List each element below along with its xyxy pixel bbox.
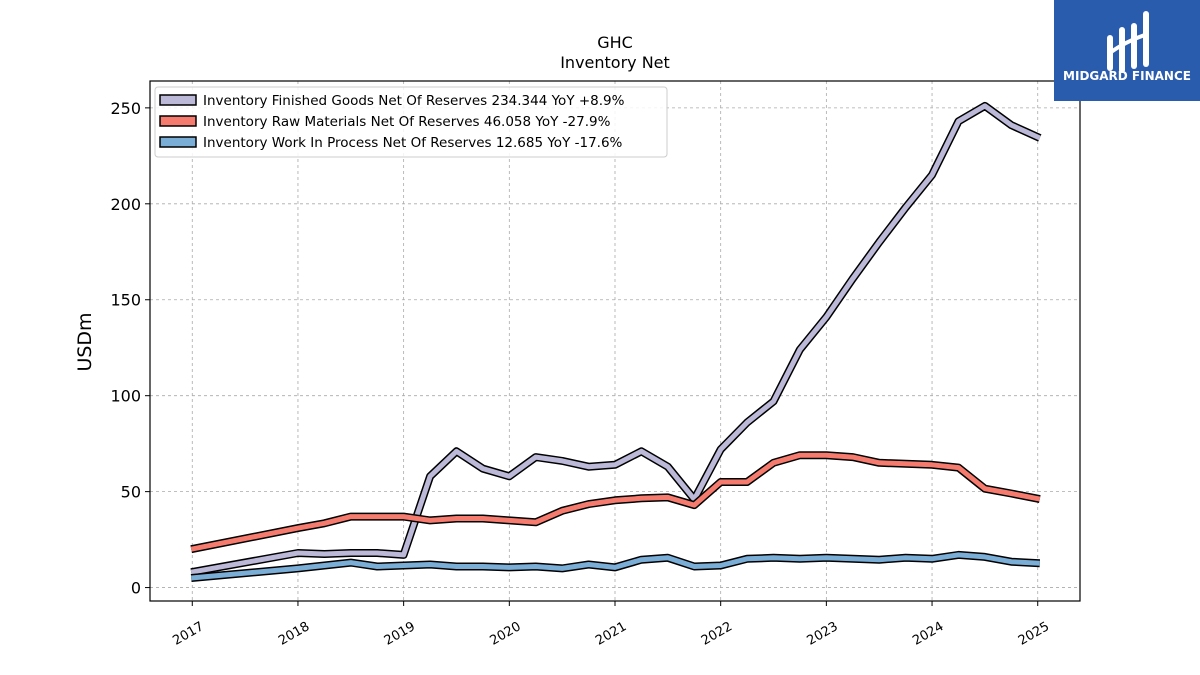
legend-box: [154, 86, 668, 158]
legend-label: Inventory Finished Goods Net Of Reserves…: [203, 93, 625, 109]
x-tick-label: 2022: [699, 619, 735, 649]
x-tick-label: 2020: [487, 619, 523, 649]
y-tick-label: 200: [110, 195, 141, 214]
brand-logo: MIDGARD FINANCE: [1054, 0, 1200, 101]
x-tick-label: 2024: [910, 619, 946, 649]
legend-swatch: [159, 115, 197, 127]
chart-title: GHC: [597, 33, 633, 52]
series-layer: [190, 101, 1042, 582]
y-tick-label: 100: [110, 387, 141, 406]
chart-subtitle: Inventory Net: [560, 53, 670, 72]
series-line: [190, 103, 1041, 575]
legend-swatch: [159, 136, 197, 148]
series-line: [190, 552, 1040, 581]
y-axis-label: USDm: [74, 312, 96, 371]
brand-mark-icon: [1106, 11, 1149, 73]
legend: Inventory Finished Goods Net Of Reserves…: [154, 86, 668, 158]
legend-swatch: [159, 94, 197, 106]
legend-label: Inventory Work In Process Net Of Reserve…: [203, 135, 623, 151]
brand-badge: [1054, 0, 1200, 101]
series-3: [190, 550, 1041, 582]
series-line: [190, 452, 1041, 552]
x-tick-label: 2018: [276, 619, 312, 649]
x-ticks: 2017 2018 2019 2020 2021 2022 2023 2024 2025: [170, 601, 1052, 649]
brand-name: MIDGARD FINANCE: [1063, 69, 1191, 83]
y-tick-label: 250: [110, 99, 141, 118]
x-tick-label: 2019: [382, 619, 418, 649]
y-tick-label: 0: [131, 579, 141, 598]
x-tick-label: 2023: [805, 619, 841, 649]
y-tick-label: 150: [110, 291, 141, 310]
x-tick-label: 2021: [593, 619, 629, 649]
y-tick-label: 50: [121, 483, 141, 502]
y-ticks: 0 50 100 150 200 250: [110, 99, 150, 598]
series-1: [190, 101, 1042, 577]
x-tick-label: 2017: [170, 619, 206, 649]
legend-items: Inventory Finished Goods Net Of Reserves…: [159, 93, 625, 151]
series-2: [190, 451, 1041, 554]
x-tick-label: 2025: [1016, 619, 1052, 649]
legend-label: Inventory Raw Materials Net Of Reserves …: [203, 114, 611, 130]
